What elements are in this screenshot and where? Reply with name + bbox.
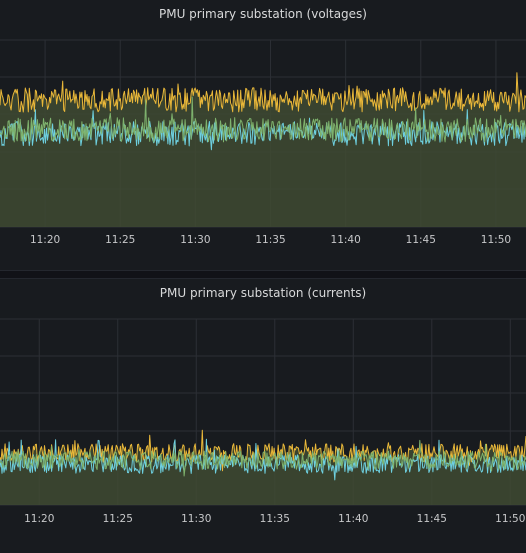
x-tick-label: 11:30 <box>180 234 210 246</box>
x-tick-label: 11:20 <box>24 513 54 525</box>
series-area <box>0 430 526 505</box>
voltages-chart[interactable]: 11:20 11:25 11:30 11:35 11:40 11:45 11:50 <box>0 0 526 270</box>
panel-title[interactable]: PMU primary substation (voltages) <box>158 7 367 21</box>
panel-title[interactable]: PMU primary substation (currents) <box>159 286 367 300</box>
x-tick-label: 11:45 <box>417 513 447 525</box>
x-tick-label: 11:45 <box>406 234 436 246</box>
x-tick-label: 11:20 <box>30 234 60 246</box>
series-area <box>0 72 526 227</box>
currents-chart[interactable]: 11:20 11:25 11:30 11:35 11:40 11:45 11:50 <box>0 279 526 553</box>
x-tick-label: 11:30 <box>181 513 211 525</box>
x-tick-label: 11:35 <box>260 513 290 525</box>
voltages-panel: PMU primary substation (voltages) 11:20 1… <box>0 0 526 271</box>
series-line <box>0 72 526 113</box>
x-tick-label: 11:50 <box>495 513 525 525</box>
x-tick-label: 11:50 <box>481 234 511 246</box>
x-tick-label: 11:40 <box>338 513 368 525</box>
x-tick-label: 11:40 <box>331 234 361 246</box>
x-tick-label: 11:25 <box>105 234 135 246</box>
x-tick-label: 11:35 <box>255 234 285 246</box>
x-tick-label: 11:25 <box>103 513 133 525</box>
series-line <box>0 96 526 143</box>
currents-panel: PMU primary substation (currents) 11:20 1… <box>0 278 526 553</box>
series-line <box>0 439 526 477</box>
